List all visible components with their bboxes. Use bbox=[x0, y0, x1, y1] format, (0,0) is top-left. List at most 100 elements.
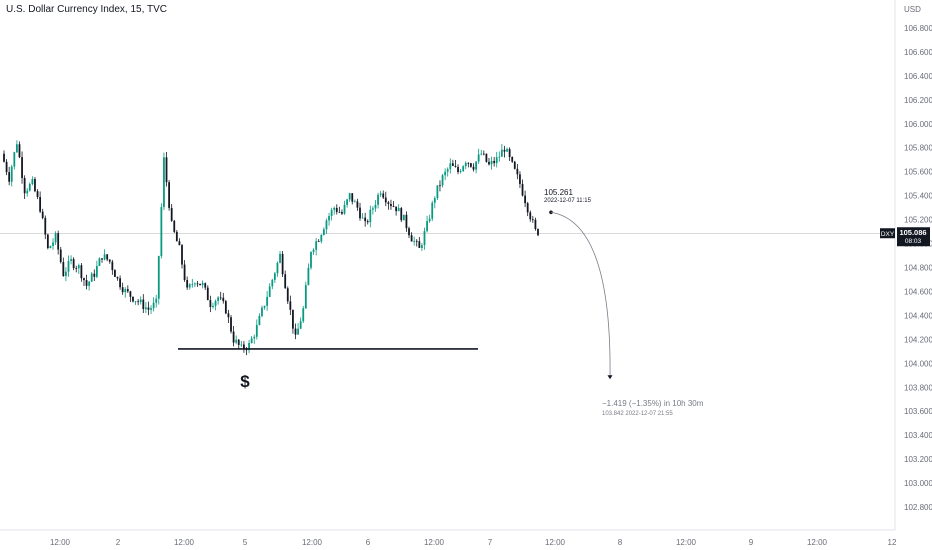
candle-body bbox=[441, 175, 444, 186]
candle-body bbox=[402, 214, 405, 221]
candle-body bbox=[230, 317, 232, 332]
candle-body bbox=[95, 265, 98, 277]
candle-body bbox=[39, 197, 42, 212]
candle-body bbox=[537, 229, 539, 236]
candle-body bbox=[503, 149, 506, 152]
candle-body bbox=[222, 297, 225, 302]
candle-body bbox=[284, 274, 287, 289]
candle-body bbox=[325, 220, 328, 230]
candle-body bbox=[217, 297, 220, 301]
candle-body bbox=[462, 166, 465, 172]
candle-body bbox=[366, 221, 369, 223]
candle-body bbox=[335, 207, 338, 212]
time-tick-label: 12:00 bbox=[174, 538, 195, 547]
time-tick-label: 12 bbox=[888, 538, 897, 547]
candle-body bbox=[150, 308, 152, 310]
candle-body bbox=[413, 240, 416, 242]
candle-body bbox=[485, 153, 488, 162]
candle-body bbox=[83, 278, 85, 281]
candle-body bbox=[191, 284, 194, 286]
candle-body bbox=[44, 217, 47, 235]
candle-body bbox=[379, 193, 382, 195]
candle-body bbox=[57, 233, 60, 250]
price-tick-label: 106.000 bbox=[904, 120, 932, 129]
candle-body bbox=[227, 313, 230, 318]
price-tick-label: 103.800 bbox=[904, 383, 932, 392]
candle-body bbox=[330, 209, 333, 216]
candle-body bbox=[276, 262, 279, 274]
candle-body bbox=[160, 207, 163, 257]
price-axis-unit: USD bbox=[904, 5, 921, 14]
candle-body bbox=[343, 204, 346, 214]
candle-body bbox=[315, 241, 318, 250]
candle-body bbox=[312, 249, 315, 252]
candle-body bbox=[516, 168, 519, 175]
price-tick-label: 104.400 bbox=[904, 311, 932, 320]
candle-body bbox=[126, 289, 129, 292]
candle-body bbox=[397, 208, 400, 212]
price-tick-label: 104.200 bbox=[904, 335, 932, 344]
candle-body bbox=[209, 300, 212, 307]
candle-body bbox=[54, 233, 57, 243]
price-tick-label: 104.000 bbox=[904, 359, 932, 368]
candle-body bbox=[98, 258, 101, 266]
candle-body bbox=[338, 211, 341, 213]
candle-body bbox=[418, 241, 421, 248]
candle-body bbox=[359, 207, 361, 219]
candle-body bbox=[273, 273, 276, 280]
candle-body bbox=[506, 149, 508, 152]
candle-body bbox=[248, 343, 250, 351]
candle-body bbox=[119, 278, 121, 288]
candle-body bbox=[224, 301, 227, 314]
candle-body bbox=[451, 163, 454, 166]
candle-body bbox=[77, 265, 80, 269]
candle-body bbox=[415, 240, 418, 242]
projection-change: −1.419 (−1.35%) in 10h 30m bbox=[602, 399, 704, 408]
candle-body bbox=[459, 171, 462, 172]
candle-body bbox=[10, 166, 13, 182]
candle-body bbox=[106, 254, 109, 260]
support-label: $ bbox=[240, 372, 250, 391]
candle-body bbox=[144, 307, 147, 310]
candle-body bbox=[519, 174, 521, 184]
candle-body bbox=[279, 253, 281, 263]
candle-body bbox=[488, 161, 490, 165]
price-tick-label: 103.000 bbox=[904, 479, 932, 488]
candle-body bbox=[477, 154, 480, 162]
symbol-tag bbox=[880, 228, 895, 239]
time-tick-label: 8 bbox=[618, 538, 623, 547]
last-price-label: 105.086 bbox=[899, 228, 926, 237]
time-tick-label: 12:00 bbox=[807, 538, 828, 547]
candle-body bbox=[433, 198, 436, 203]
price-tick-label: 105.200 bbox=[904, 216, 932, 225]
candle-body bbox=[41, 211, 44, 218]
candle-body bbox=[152, 302, 155, 309]
price-tick-label: 104.600 bbox=[904, 287, 932, 296]
candle-body bbox=[18, 144, 21, 158]
candle-body bbox=[454, 165, 457, 167]
candle-body bbox=[163, 157, 165, 208]
candle-body bbox=[181, 245, 183, 265]
candle-body bbox=[353, 201, 356, 203]
candle-body bbox=[21, 157, 23, 178]
candle-body bbox=[449, 163, 452, 170]
candle-body bbox=[410, 235, 413, 242]
price-tick-label: 103.200 bbox=[904, 455, 932, 464]
candle-body bbox=[155, 298, 158, 303]
projection-arrow-icon bbox=[607, 375, 613, 380]
candle-body bbox=[346, 199, 349, 205]
candle-body bbox=[8, 172, 11, 182]
candle-body bbox=[253, 336, 256, 339]
candle-body bbox=[101, 258, 103, 260]
candle-body bbox=[328, 215, 330, 221]
candle-body bbox=[204, 283, 207, 288]
candle-body bbox=[289, 301, 292, 310]
candle-body bbox=[142, 299, 145, 310]
time-tick-label: 12:00 bbox=[676, 538, 697, 547]
projection-start-time: 2022-12-07 11:15 bbox=[544, 198, 592, 204]
candle-body bbox=[243, 344, 245, 350]
time-tick-label: 12:00 bbox=[50, 538, 71, 547]
candle-body bbox=[178, 241, 181, 246]
candle-body bbox=[31, 179, 34, 185]
